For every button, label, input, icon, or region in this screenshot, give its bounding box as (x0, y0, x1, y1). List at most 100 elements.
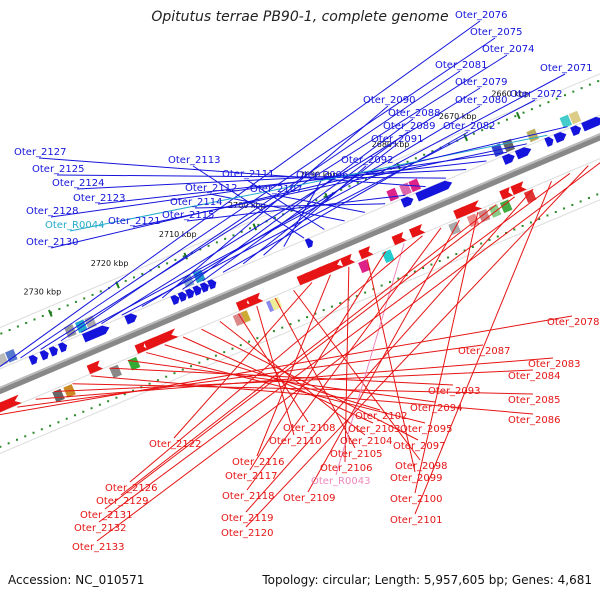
reverse-gene (391, 231, 407, 246)
scale-dot (282, 213, 285, 216)
reverse-gene (0, 401, 6, 413)
gene-label-lower: Oter_2086 (508, 415, 561, 426)
gene-label-lower: Oter_2083 (528, 359, 581, 370)
leader-line-lower (96, 162, 600, 542)
scale-dot (66, 304, 69, 307)
gene-label-lower: Oter_2119 (221, 513, 274, 524)
scale-dot (496, 235, 499, 238)
scale-dot (356, 181, 359, 184)
scale-dot (123, 393, 126, 396)
gene-label-upper: Oter_R0044 (45, 220, 104, 231)
scale-dot (232, 234, 235, 237)
scale-dot (289, 323, 292, 326)
reverse-gene (409, 224, 426, 238)
reverse-gene (510, 181, 527, 195)
gene-label-lower: Oter_2103 (348, 424, 401, 435)
scale-dot (240, 230, 243, 233)
tick-label: 2720 kbp (91, 259, 129, 268)
feature-box (477, 208, 491, 223)
gene-label-upper: Oter_2081 (435, 60, 488, 71)
gene-label-lower: Oter_R0043 (311, 476, 370, 487)
reverse-gene (86, 360, 104, 375)
scale-dot (596, 193, 599, 196)
scale-dot (98, 403, 101, 406)
scale-dot (115, 396, 118, 399)
scale-dot (323, 195, 326, 198)
scale-dot (7, 442, 10, 445)
scale-dot (497, 122, 500, 125)
tick-label: 2730 kbp (24, 287, 62, 296)
scale-dot (489, 125, 492, 128)
leader-line-upper (161, 105, 389, 299)
leader-line-upper (20, 37, 496, 359)
gene-label-lower: Oter_2085 (508, 395, 561, 406)
gene-label-lower: Oter_2099 (390, 473, 443, 484)
gene-label-lower: Oter_2098 (395, 461, 448, 472)
leader-line-lower (201, 328, 419, 441)
tick-mark (48, 309, 53, 317)
leader-line-upper (60, 70, 461, 342)
gene-label-lower: Oter_2129 (96, 496, 149, 507)
reverse-gene (304, 269, 318, 283)
scale-dot (57, 421, 60, 424)
scale-dot (91, 293, 94, 296)
scale-dot (322, 309, 325, 312)
reverse-gene (453, 206, 468, 220)
feature-box (127, 356, 141, 371)
leader-line-lower (35, 357, 554, 400)
scale-dot (555, 97, 558, 100)
scale-dot (413, 270, 416, 273)
scale-dot (455, 253, 458, 256)
scale-dot (24, 435, 27, 438)
scale-dot (0, 445, 2, 448)
scale-dot (32, 431, 35, 434)
feature-box (358, 259, 371, 274)
scale-dot (124, 279, 127, 282)
scale-dot (580, 87, 583, 90)
gene-label-lower: Oter_2093 (428, 386, 481, 397)
scale-dot (157, 265, 160, 268)
scale-dot (463, 249, 466, 252)
gene-label-lower: Oter_2132 (74, 523, 127, 534)
leader-line-upper (38, 157, 426, 188)
forward-gene (400, 196, 414, 208)
scale-dot (199, 248, 202, 251)
scale-dot (597, 80, 600, 83)
forward-gene (124, 313, 138, 325)
scale-dot (481, 129, 484, 132)
scale-dot (472, 132, 475, 135)
scale-dot (207, 244, 210, 247)
scale-dot (190, 365, 193, 368)
scale-dot (223, 351, 226, 354)
feature-box (408, 178, 422, 193)
gene-label-lower: Oter_2118 (222, 491, 275, 502)
leader-line-upper (246, 179, 325, 230)
gene-label-lower: Oter_2133 (72, 542, 125, 553)
leader-layer (0, 20, 600, 542)
scale-dot (41, 314, 44, 317)
scale-dot (546, 214, 549, 217)
tick-label: 2690 kbp (300, 171, 338, 180)
forward-gene (192, 285, 202, 296)
reverse-gene (0, 394, 22, 413)
scale-dot (372, 288, 375, 291)
scale-dot (330, 305, 333, 308)
reverse-gene (311, 266, 326, 280)
feature-box (386, 187, 399, 202)
scale-dot (40, 428, 43, 431)
feature-box (523, 189, 537, 204)
scale-dot (174, 258, 177, 261)
scale-dot (406, 160, 409, 163)
reverse-gene (246, 292, 264, 307)
scale-dot (248, 340, 251, 343)
gene-layer (0, 110, 600, 413)
gene-label-upper: Oter_2092 (341, 155, 394, 166)
gene-label-lower: Oter_2131 (80, 510, 133, 521)
leader-line-lower (104, 196, 515, 510)
genome-backbone-highlight (0, 133, 600, 389)
scale-dot (572, 90, 575, 93)
forward-gene (415, 180, 453, 202)
genome-title: Opitutus terrae PB90-1, complete genome (151, 9, 449, 25)
feature-box (269, 296, 283, 311)
scale-dot (148, 382, 151, 385)
